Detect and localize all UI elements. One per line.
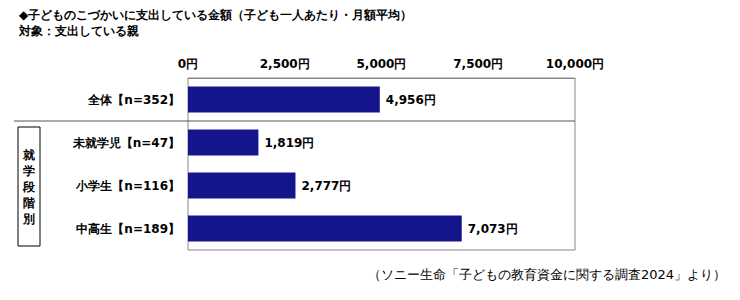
svg-text:7,500円: 7,500円 [453,57,503,71]
svg-text:中高生【n=189】: 中高生【n=189】 [76,222,180,236]
svg-text:7,073円: 7,073円 [468,222,518,236]
svg-text:10,000円: 10,000円 [546,57,604,71]
svg-text:0円: 0円 [178,57,198,71]
svg-text:別: 別 [22,212,35,226]
svg-text:対象：支出している親: 対象：支出している親 [18,24,139,38]
svg-text:◆子どものこづかいに支出している金額（子ども一人あたり・月額: ◆子どものこづかいに支出している金額（子ども一人あたり・月額平均） [19,8,412,22]
svg-text:階: 階 [23,196,36,210]
svg-text:4,956円: 4,956円 [386,93,436,107]
svg-text:2,777円: 2,777円 [301,179,351,193]
svg-text:1,819円: 1,819円 [264,136,314,150]
svg-text:未就学児【n=47】: 未就学児【n=47】 [72,136,180,150]
svg-text:学: 学 [23,164,35,178]
svg-text:2,500円: 2,500円 [260,57,310,71]
svg-text:全体【n=352】: 全体【n=352】 [87,93,180,107]
svg-text:段: 段 [22,180,36,194]
svg-text:5,000円: 5,000円 [357,57,407,71]
svg-text:（ソニー生命「子どもの教育資金に関する調査2024」より）: （ソニー生命「子どもの教育資金に関する調査2024」より） [368,267,726,282]
svg-text:就: 就 [22,148,35,162]
svg-text:小学生【n=116】: 小学生【n=116】 [75,179,180,193]
